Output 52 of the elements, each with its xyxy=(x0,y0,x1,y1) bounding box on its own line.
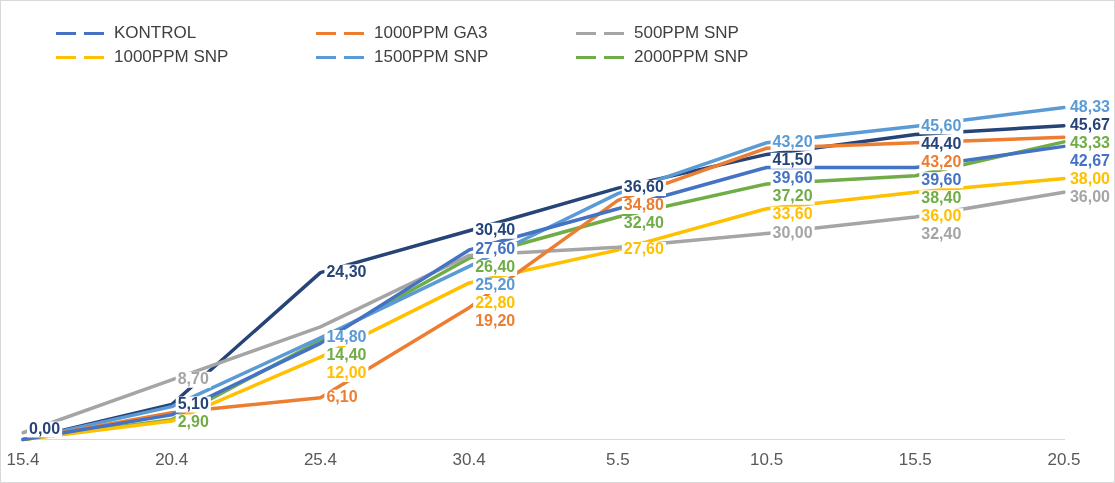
data-label: 44,40 xyxy=(921,134,962,152)
x-tick-label: 20.4 xyxy=(155,450,189,470)
x-tick-label: 15.5 xyxy=(898,450,932,470)
data-label: 5,10 xyxy=(177,394,209,412)
data-label: 42,67 xyxy=(1069,152,1111,170)
data-label: 33,60 xyxy=(772,205,813,223)
data-label: 30,40 xyxy=(475,221,516,239)
data-label: 26,40 xyxy=(475,258,516,276)
legend-label: 1500PPM SNP xyxy=(374,47,489,67)
data-label: 14,80 xyxy=(326,328,367,346)
x-tick-label: 20.5 xyxy=(1047,450,1081,470)
data-label: 43,33 xyxy=(1069,134,1111,152)
x-tick-label: 5.5 xyxy=(606,450,630,470)
x-tick-label: 10.5 xyxy=(750,450,784,470)
legend-label: KONTROL xyxy=(114,23,197,43)
legend-label: 1000PPM GA3 xyxy=(374,23,488,43)
legend-label: 1000PPM SNP xyxy=(114,47,229,67)
x-tick-label: 30.4 xyxy=(452,450,486,470)
x-tick-label: 15.4 xyxy=(6,450,40,470)
data-label: 43,20 xyxy=(772,133,813,151)
data-label: 36,00 xyxy=(1069,188,1111,206)
data-label: 19,20 xyxy=(475,312,516,330)
data-label: 37,20 xyxy=(772,187,813,205)
data-label: 39,60 xyxy=(772,169,813,187)
data-label: 32,40 xyxy=(623,214,664,232)
data-label: 45,67 xyxy=(1069,116,1111,134)
legend-label: 2000PPM SNP xyxy=(634,47,749,67)
data-label: 39,60 xyxy=(921,170,962,188)
data-label: 38,00 xyxy=(1069,170,1111,188)
data-label: 14,40 xyxy=(326,346,367,364)
data-label: 8,70 xyxy=(177,370,209,388)
data-label: 6,10 xyxy=(326,388,358,406)
x-tick-label: 25.4 xyxy=(303,450,337,470)
data-label: 25,20 xyxy=(475,276,516,294)
data-label: 43,20 xyxy=(921,152,962,170)
data-label: 27,60 xyxy=(623,240,664,258)
data-label: 27,60 xyxy=(475,240,516,258)
legend-label: 500PPM SNP xyxy=(634,23,739,43)
data-label: 38,40 xyxy=(921,188,962,206)
data-label: 2,90 xyxy=(177,412,209,430)
data-label: 0,00 xyxy=(29,420,61,438)
data-label: 22,80 xyxy=(475,294,516,312)
data-label: 12,00 xyxy=(326,364,367,382)
data-label: 36,60 xyxy=(623,178,664,196)
data-label: 48,33 xyxy=(1069,97,1111,115)
data-label: 41,50 xyxy=(772,151,813,169)
data-label: 32,40 xyxy=(921,224,962,242)
data-label: 34,80 xyxy=(623,196,664,214)
data-label: 24,30 xyxy=(326,263,367,281)
data-label: 36,00 xyxy=(921,206,962,224)
data-label: 45,60 xyxy=(921,116,962,134)
data-label: 30,00 xyxy=(772,223,813,241)
